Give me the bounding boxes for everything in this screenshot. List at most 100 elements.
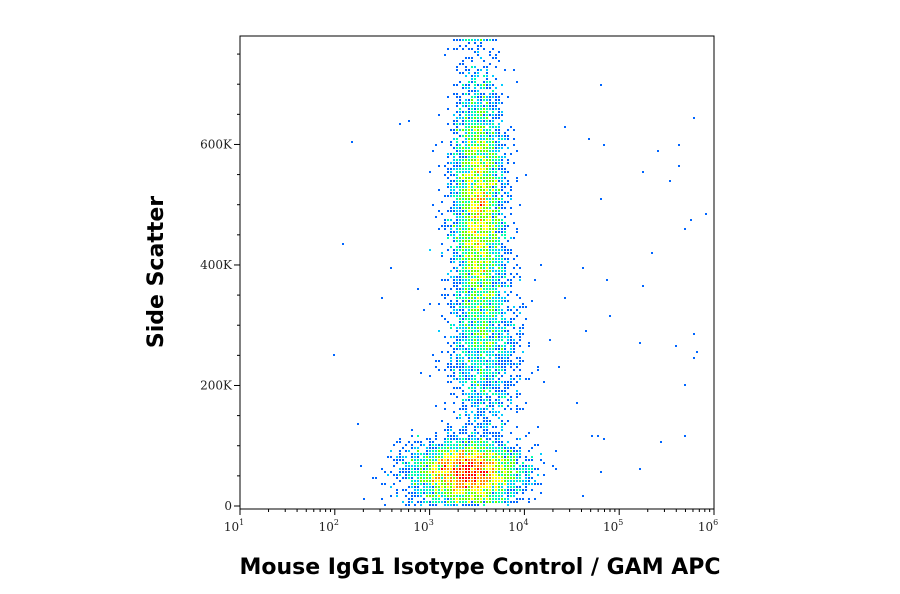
event-dot bbox=[462, 495, 464, 497]
event-dot bbox=[450, 228, 452, 230]
event-dot bbox=[465, 354, 467, 356]
event-dot bbox=[507, 321, 509, 323]
event-dot bbox=[498, 291, 500, 293]
event-dot bbox=[471, 123, 473, 125]
event-dot bbox=[459, 222, 461, 224]
event-dot bbox=[525, 456, 527, 458]
event-dot bbox=[426, 474, 428, 476]
event-dot bbox=[459, 360, 461, 362]
event-dot bbox=[474, 363, 476, 365]
event-dot bbox=[513, 363, 515, 365]
event-dot bbox=[459, 366, 461, 368]
event-dot bbox=[495, 501, 497, 503]
event-dot bbox=[417, 453, 419, 455]
event-dot bbox=[492, 111, 494, 113]
event-dot bbox=[417, 477, 419, 479]
event-dot bbox=[483, 150, 485, 152]
event-dot bbox=[495, 168, 497, 170]
event-dot bbox=[483, 177, 485, 179]
event-dot bbox=[471, 366, 473, 368]
event-dot bbox=[411, 492, 413, 494]
event-dot bbox=[462, 453, 464, 455]
event-dot bbox=[435, 480, 437, 482]
event-dot bbox=[441, 468, 443, 470]
event-dot bbox=[477, 141, 479, 143]
event-dot bbox=[495, 426, 497, 428]
event-dot bbox=[498, 438, 500, 440]
event-dot bbox=[438, 456, 440, 458]
event-dot bbox=[498, 396, 500, 398]
event-dot bbox=[504, 282, 506, 284]
event-dot bbox=[492, 372, 494, 374]
event-dot bbox=[510, 447, 512, 449]
event-dot bbox=[456, 504, 458, 506]
event-dot bbox=[516, 492, 518, 494]
event-dot bbox=[498, 156, 500, 158]
event-dot bbox=[678, 144, 680, 146]
event-dot bbox=[456, 477, 458, 479]
event-dot bbox=[489, 300, 491, 302]
event-dot bbox=[582, 267, 584, 269]
event-dot bbox=[468, 234, 470, 236]
event-dot bbox=[471, 504, 473, 506]
event-dot bbox=[471, 264, 473, 266]
event-dot bbox=[444, 489, 446, 491]
event-dot bbox=[468, 327, 470, 329]
event-dot bbox=[489, 243, 491, 245]
event-dot bbox=[450, 501, 452, 503]
event-dot bbox=[498, 351, 500, 353]
event-dot bbox=[453, 378, 455, 380]
event-dot bbox=[480, 231, 482, 233]
event-dot bbox=[483, 84, 485, 86]
event-dot bbox=[495, 294, 497, 296]
event-dot bbox=[471, 312, 473, 314]
event-dot bbox=[456, 66, 458, 68]
event-dot bbox=[513, 327, 515, 329]
event-dot bbox=[468, 42, 470, 44]
event-dot bbox=[501, 441, 503, 443]
event-dot bbox=[483, 231, 485, 233]
event-dot bbox=[483, 363, 485, 365]
event-dot bbox=[471, 261, 473, 263]
event-dot bbox=[477, 504, 479, 506]
event-dot bbox=[465, 366, 467, 368]
event-dot bbox=[486, 183, 488, 185]
event-dot bbox=[459, 177, 461, 179]
event-dot bbox=[492, 465, 494, 467]
event-dot bbox=[477, 399, 479, 401]
event-dot bbox=[462, 225, 464, 227]
event-dot bbox=[468, 300, 470, 302]
event-dot bbox=[432, 483, 434, 485]
event-dot bbox=[459, 234, 461, 236]
event-dot bbox=[492, 246, 494, 248]
event-dot bbox=[456, 225, 458, 227]
event-dot bbox=[486, 318, 488, 320]
event-dot bbox=[474, 309, 476, 311]
event-dot bbox=[495, 150, 497, 152]
event-dot bbox=[468, 111, 470, 113]
event-dot bbox=[480, 471, 482, 473]
event-dot bbox=[510, 471, 512, 473]
event-dot bbox=[360, 465, 362, 467]
event-dot bbox=[510, 345, 512, 347]
event-dot bbox=[507, 354, 509, 356]
event-dot bbox=[465, 468, 467, 470]
event-dot bbox=[498, 252, 500, 254]
event-dot bbox=[426, 459, 428, 461]
event-dot bbox=[504, 372, 506, 374]
event-dot bbox=[483, 345, 485, 347]
event-dot bbox=[510, 384, 512, 386]
event-dot bbox=[456, 159, 458, 161]
event-dot bbox=[486, 120, 488, 122]
event-dot bbox=[495, 228, 497, 230]
event-dot bbox=[474, 246, 476, 248]
event-dot bbox=[519, 357, 521, 359]
event-dot bbox=[513, 144, 515, 146]
event-dot bbox=[492, 432, 494, 434]
event-dot bbox=[465, 486, 467, 488]
event-dot bbox=[444, 288, 446, 290]
event-dot bbox=[498, 399, 500, 401]
event-dot bbox=[471, 228, 473, 230]
event-dot bbox=[408, 471, 410, 473]
event-dot bbox=[498, 144, 500, 146]
